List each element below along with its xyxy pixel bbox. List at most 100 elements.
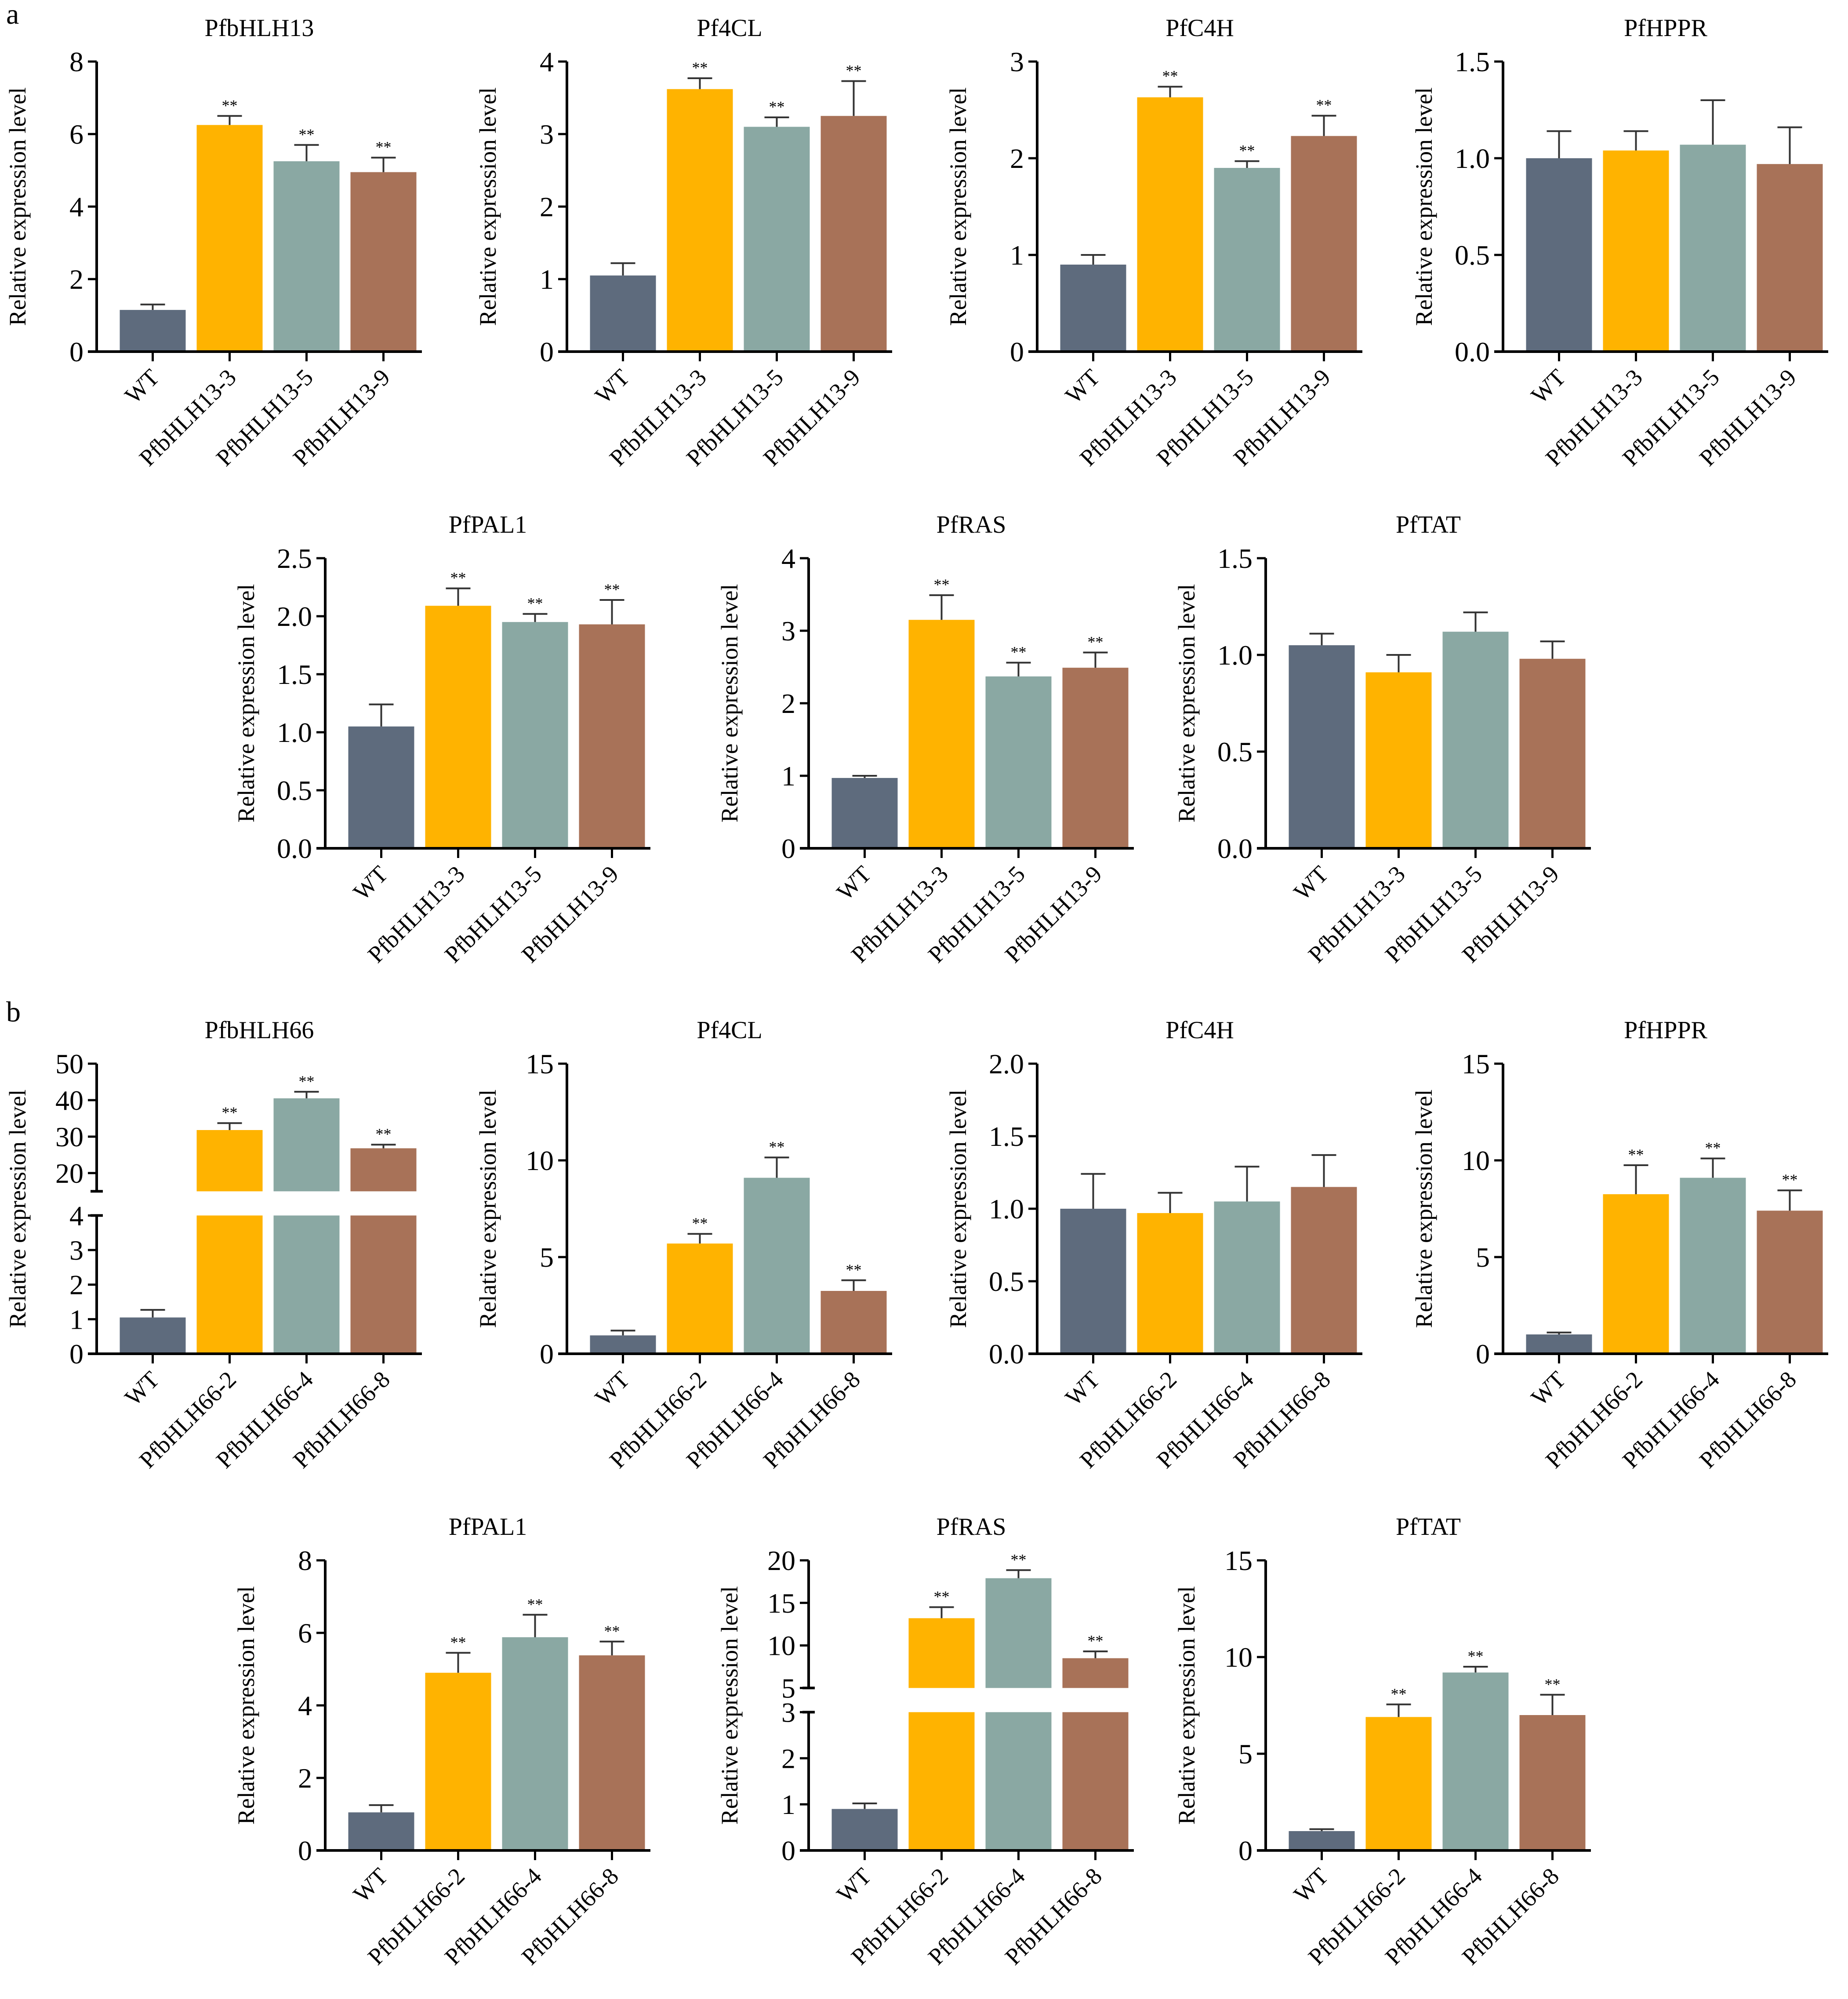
y-tick-label: 4 xyxy=(298,1690,312,1721)
bar xyxy=(1526,1334,1592,1354)
bar xyxy=(985,1712,1052,1850)
y-tick-label: 0 xyxy=(540,336,554,367)
y-tick-label: 3 xyxy=(781,1697,795,1728)
y-tick-label: 8 xyxy=(69,46,84,77)
x-tick-label: WT xyxy=(120,364,164,409)
significance-marker: ** xyxy=(450,569,466,587)
significance-marker: ** xyxy=(769,1138,785,1156)
bar xyxy=(348,1812,414,1850)
bar xyxy=(425,606,491,848)
significance-marker: ** xyxy=(1088,633,1104,651)
y-tick-label: 3 xyxy=(781,615,795,647)
bar xyxy=(667,1243,733,1354)
bar xyxy=(1062,668,1129,848)
bar xyxy=(1603,1194,1669,1354)
y-tick-label: 10 xyxy=(767,1630,795,1661)
bar xyxy=(120,310,186,352)
bar xyxy=(821,1291,887,1354)
bar xyxy=(1291,1187,1357,1354)
y-axis-label: Relative expression level xyxy=(4,1090,31,1328)
chart-b-pfpal1: PfPAL1 Relative expression level WT ** PfbHL… xyxy=(229,1508,668,1982)
bar xyxy=(502,622,568,848)
bar xyxy=(1137,97,1203,352)
y-tick-label: 2 xyxy=(69,1269,84,1301)
chart-b-pfhppr: PfHPPR Relative expression level WT ** PfbHL… xyxy=(1406,1011,1846,1486)
bar xyxy=(985,676,1052,848)
x-tick-label: WT xyxy=(590,364,635,409)
y-tick-label: 3 xyxy=(69,1235,84,1266)
bar xyxy=(744,127,810,352)
bar xyxy=(1757,164,1823,352)
x-tick-label: WT xyxy=(348,1863,393,1908)
y-tick-label: 0.5 xyxy=(277,775,312,806)
y-tick-label: 4 xyxy=(69,1200,84,1231)
significance-marker: ** xyxy=(1628,1146,1644,1163)
y-tick-label: 0.5 xyxy=(989,1266,1024,1297)
y-tick-label: 10 xyxy=(1224,1642,1253,1673)
significance-marker: ** xyxy=(604,581,620,598)
bar xyxy=(196,125,263,352)
bar xyxy=(579,624,645,848)
bar xyxy=(1060,1209,1126,1354)
bar xyxy=(1680,145,1746,352)
chart-title: PfC4H xyxy=(1165,15,1234,42)
y-tick-label: 5 xyxy=(540,1242,554,1273)
bar xyxy=(273,161,340,352)
bar-upper-segment xyxy=(908,1618,975,1688)
y-tick-label: 1.5 xyxy=(1455,46,1490,77)
x-tick-label: WT xyxy=(348,861,393,905)
significance-marker: ** xyxy=(222,1104,238,1121)
bar xyxy=(348,726,414,848)
y-axis-label: Relative expression level xyxy=(233,584,259,823)
x-tick-label: WT xyxy=(1060,1366,1105,1411)
y-tick-label: 20 xyxy=(55,1158,84,1189)
y-tick-label: 40 xyxy=(55,1085,84,1116)
y-tick-label: 0 xyxy=(69,336,84,367)
y-tick-label: 50 xyxy=(55,1048,84,1079)
y-axis-label: Relative expression level xyxy=(945,1090,971,1328)
y-tick-label: 20 xyxy=(767,1545,795,1576)
y-axis-label: Relative expression level xyxy=(1411,1090,1437,1328)
x-tick-label: WT xyxy=(1060,364,1105,409)
y-axis-label: Relative expression level xyxy=(1173,584,1200,823)
chart-b-pfras: PfRAS Relative expression level WT ** PfbHLH… xyxy=(712,1508,1151,1982)
panel-letter-b: b xyxy=(6,996,21,1028)
y-axis-label: Relative expression level xyxy=(945,87,971,326)
significance-marker: ** xyxy=(692,1214,708,1232)
significance-marker: ** xyxy=(1239,142,1255,160)
significance-marker: ** xyxy=(1011,1551,1027,1568)
bar xyxy=(1214,168,1280,352)
bar xyxy=(1603,150,1669,352)
chart-title: Pf4CL xyxy=(697,1017,762,1044)
significance-marker: ** xyxy=(1088,1632,1104,1650)
x-tick-label: WT xyxy=(120,1366,164,1411)
y-tick-label: 5 xyxy=(1476,1242,1490,1273)
y-tick-label: 1.0 xyxy=(277,717,312,748)
chart-b-pfbhlh66: PfbHLH66 Relative expression level WT ** Pfb… xyxy=(0,1011,439,1486)
chart-b-pf4cl: Pf4CL Relative expression level WT ** PfbHLH… xyxy=(470,1011,910,1486)
chart-b-pfc4h: PfC4H Relative expression level WT PfbHLH66… xyxy=(940,1011,1380,1486)
chart-a-pfbhlh13: PfbHLH13 Relative expression level WT ** Pfb… xyxy=(0,9,439,483)
significance-marker: ** xyxy=(299,1072,315,1090)
bar xyxy=(1289,1831,1355,1850)
y-tick-label: 2 xyxy=(540,191,554,222)
significance-marker: ** xyxy=(376,1125,392,1143)
y-tick-label: 1.0 xyxy=(1217,640,1253,671)
y-tick-label: 0 xyxy=(781,1835,795,1866)
y-tick-label: 1 xyxy=(781,760,795,792)
y-tick-label: 2 xyxy=(1010,143,1024,174)
y-tick-label: 4 xyxy=(781,543,795,574)
bar xyxy=(1519,1715,1586,1850)
x-tick-label: WT xyxy=(1526,1366,1571,1411)
significance-marker: ** xyxy=(299,126,315,143)
bar xyxy=(350,172,417,352)
y-axis-label: Relative expression level xyxy=(475,87,501,326)
chart-title: PfRAS xyxy=(937,511,1006,538)
y-tick-label: 5 xyxy=(1238,1738,1253,1770)
y-tick-label: 15 xyxy=(526,1048,554,1079)
significance-marker: ** xyxy=(934,1588,950,1605)
